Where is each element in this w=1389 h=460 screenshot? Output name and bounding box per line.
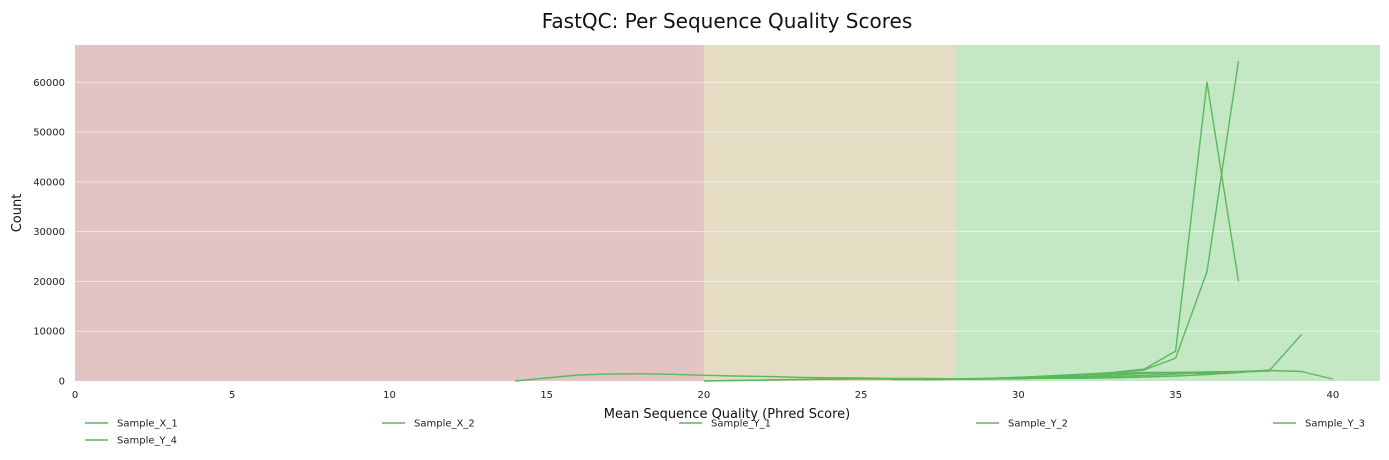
quality-zones xyxy=(75,45,1380,381)
x-tick-label: 40 xyxy=(1326,390,1339,401)
y-tick-label: 30000 xyxy=(33,227,65,238)
x-tick-label: 20 xyxy=(698,390,711,401)
y-tick-label: 60000 xyxy=(33,78,65,89)
y-axis-ticks: 0 10000 20000 30000 40000 50000 60000 xyxy=(33,78,65,388)
x-axis-ticks: 0 5 10 15 20 25 30 35 40 xyxy=(72,390,1339,401)
x-tick-label: 15 xyxy=(540,390,553,401)
legend-label: Sample_X_1 xyxy=(117,419,178,430)
quality-zone-2 xyxy=(955,45,1380,381)
quality-zone-0 xyxy=(75,45,704,381)
x-tick-label: 30 xyxy=(1012,390,1025,401)
gridlines xyxy=(75,81,1380,332)
legend: Sample_X_1 Sample_X_2 Sample_Y_1 Sample_Y_2… xyxy=(85,419,1365,447)
y-tick-label: 40000 xyxy=(33,177,65,188)
quality-zone-1 xyxy=(703,45,956,381)
series-line-Sample_Y_4 xyxy=(892,370,1270,381)
x-axis-label: Mean Sequence Quality (Phred Score) xyxy=(604,407,850,422)
x-tick-label: 0 xyxy=(72,390,78,401)
series-lines xyxy=(515,60,1333,382)
y-axis-label: Count xyxy=(10,194,25,233)
legend-label: Sample_X_2 xyxy=(414,419,475,430)
x-tick-label: 10 xyxy=(383,390,396,401)
chart-title: FastQC: Per Sequence Quality Scores xyxy=(542,9,913,33)
y-tick-label: 0 xyxy=(59,377,65,388)
x-tick-label: 25 xyxy=(855,390,868,401)
legend-label: Sample_Y_4 xyxy=(117,436,177,447)
legend-label: Sample_Y_2 xyxy=(1008,419,1068,430)
y-tick-label: 50000 xyxy=(33,128,65,139)
y-tick-label: 20000 xyxy=(33,277,65,288)
x-tick-label: 5 xyxy=(229,390,235,401)
x-tick-label: 35 xyxy=(1169,390,1182,401)
y-tick-label: 10000 xyxy=(33,327,65,338)
legend-label: Sample_Y_1 xyxy=(711,419,771,430)
legend-label: Sample_Y_3 xyxy=(1305,419,1365,430)
